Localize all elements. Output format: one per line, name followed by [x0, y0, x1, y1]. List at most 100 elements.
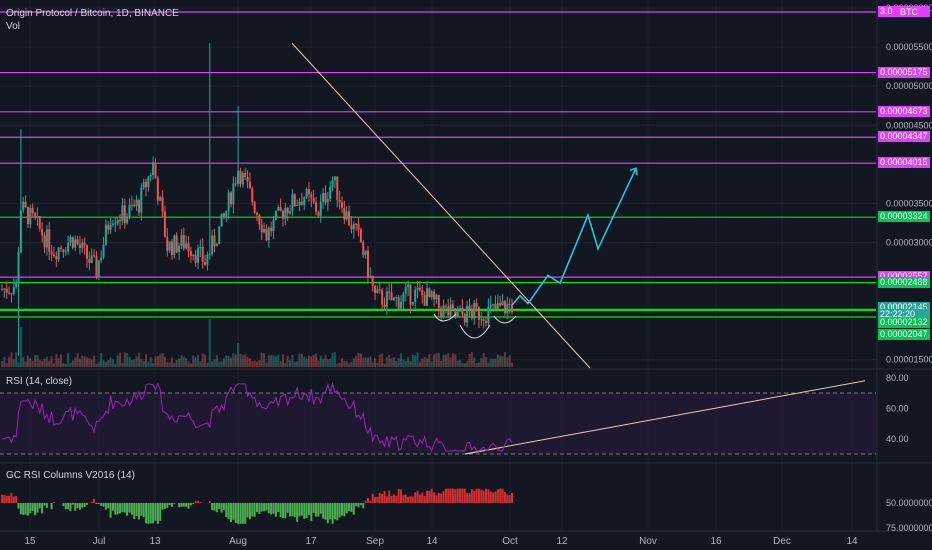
volume-bar [263, 353, 266, 367]
candle-body [317, 212, 320, 216]
rsi-label: RSI (14, close) [6, 376, 73, 387]
volume-bar [182, 356, 185, 367]
volume-bar [355, 355, 358, 367]
gc-column [29, 503, 32, 514]
gc-column [482, 490, 485, 503]
gc-column [36, 503, 39, 513]
volume-bar [499, 355, 502, 367]
candle-body [168, 241, 171, 251]
volume-bar [508, 355, 511, 367]
volume-bar [5, 363, 8, 367]
gc-column [475, 488, 478, 503]
gc-column [477, 488, 480, 503]
candle-body [121, 205, 124, 222]
volume-bar [15, 352, 18, 367]
volume-bar [52, 363, 55, 367]
candle-body [241, 173, 244, 185]
gc-column [128, 503, 131, 513]
gc-column [336, 503, 339, 521]
gc-column [397, 488, 400, 503]
gc-column [50, 503, 53, 510]
candle-body [185, 243, 188, 249]
volume-bar [477, 362, 480, 367]
gc-column [260, 503, 263, 512]
volume-bar [307, 355, 310, 367]
candle-body [348, 211, 351, 226]
candle-body [449, 304, 452, 316]
gc-column [350, 503, 353, 512]
volume-bar [161, 353, 164, 367]
volume-bar [343, 361, 346, 367]
gc-column [371, 493, 374, 503]
volume-bar [418, 362, 421, 367]
volume-bar [345, 361, 348, 367]
candle-body [1, 289, 3, 291]
time-tick-label: 15 [24, 536, 36, 547]
candle-body [31, 207, 34, 213]
gc-column [232, 503, 235, 520]
volume-bar [414, 355, 417, 367]
volume-bar [274, 356, 277, 367]
candle-body [234, 183, 237, 185]
price-tick-label: 0.00004500 [886, 120, 932, 130]
price-tick-label: 0.00005500 [886, 42, 932, 52]
gc-column [362, 503, 365, 509]
volume-bar [234, 354, 237, 367]
volume-bar [142, 361, 145, 367]
gc-column [468, 493, 471, 503]
gc-rsi-label: GC RSI Columns V2016 (14) [6, 470, 135, 481]
candle-body [218, 226, 221, 245]
gc-column [421, 492, 424, 503]
volume-bar [189, 363, 192, 367]
gc-column [234, 503, 237, 523]
gc-column [135, 503, 138, 516]
time-tick-label: 14 [846, 536, 858, 547]
volume-bar [385, 357, 388, 367]
candle-body [199, 246, 202, 249]
candle-body [3, 288, 6, 290]
gc-column [400, 489, 403, 503]
volume-bar [76, 353, 79, 367]
candle-body [397, 297, 400, 309]
candle-body [402, 293, 405, 302]
gc-column [211, 503, 214, 511]
volume-bar [107, 360, 110, 367]
candle-body [142, 181, 145, 188]
candle-body [451, 304, 454, 309]
candle-body [383, 304, 386, 308]
candle-body [477, 307, 480, 320]
time-tick-label: Sep [366, 536, 384, 547]
candle-body [485, 320, 488, 324]
candle-body [248, 181, 251, 189]
price-pill: 0.00002145 [878, 301, 930, 313]
volume-bar [175, 360, 178, 367]
gc-column [428, 490, 431, 503]
volume-bar [109, 357, 112, 367]
candle-body [145, 181, 148, 188]
gc-column [213, 503, 216, 511]
gc-column [222, 503, 225, 511]
candle-body [454, 308, 457, 318]
volume-bar [333, 352, 336, 367]
gc-column [352, 503, 355, 515]
candle-body [296, 205, 299, 207]
volume-bar [421, 358, 424, 367]
candle-body [333, 176, 336, 181]
candle-body [213, 235, 216, 247]
gc-column [114, 503, 117, 515]
candle-body [100, 257, 103, 261]
volume-bar [114, 363, 117, 367]
candle-body [90, 255, 93, 263]
candle-body [336, 176, 339, 200]
candle-body [371, 275, 374, 286]
gc-column [220, 503, 223, 513]
candle-body [400, 301, 403, 309]
pattern-shoulder-left [433, 313, 457, 322]
gc-column [376, 496, 379, 503]
volume-bar [359, 353, 362, 367]
gc-column [45, 503, 48, 508]
gc-column [121, 503, 124, 513]
price-pill: 0.00005175 [878, 66, 930, 78]
volume-bar [86, 357, 88, 367]
